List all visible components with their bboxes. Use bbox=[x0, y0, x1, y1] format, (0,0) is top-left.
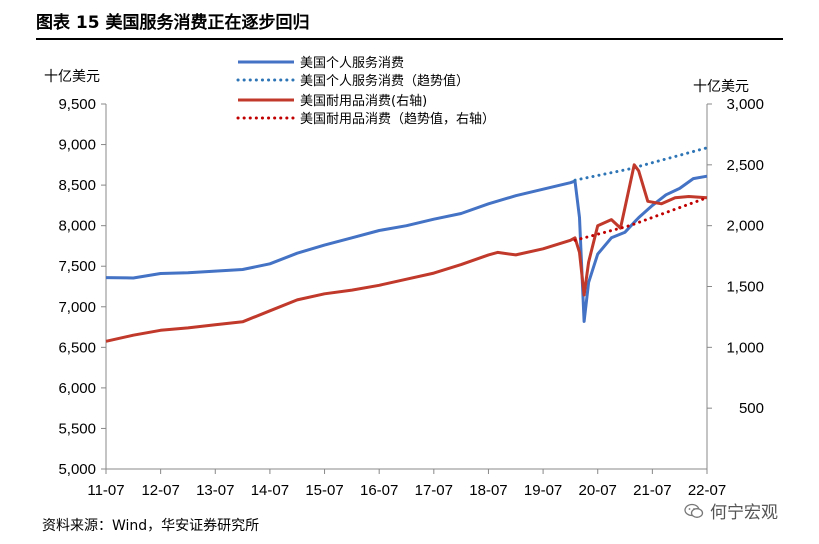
left-axis-unit: 十亿美元 bbox=[44, 69, 100, 85]
legend-label-3: 美国耐用品消费(右轴) bbox=[300, 94, 427, 109]
x-tick-label: 22-07 bbox=[688, 482, 726, 499]
right-y-tick-label: 1,000 bbox=[726, 339, 764, 356]
x-tick-label: 13-07 bbox=[196, 482, 234, 499]
watermark: 何宁宏观 bbox=[684, 498, 778, 523]
right-y-tick-label: 2,000 bbox=[726, 218, 764, 235]
watermark-text: 何宁宏观 bbox=[710, 503, 778, 523]
left-y-tick-label: 8,000 bbox=[58, 218, 96, 235]
x-tick-label: 15-07 bbox=[305, 482, 343, 499]
wechat-icon bbox=[684, 503, 704, 518]
x-tick-label: 20-07 bbox=[579, 482, 617, 499]
left-y-tick-label: 9,000 bbox=[58, 137, 96, 154]
left-y-tick-label: 6,500 bbox=[58, 339, 96, 356]
left-y-tick-label: 5,500 bbox=[58, 420, 96, 437]
legend-label-4: 美国耐用品消费（趋势值，右轴） bbox=[300, 111, 495, 127]
series-line-3 bbox=[105, 163, 708, 343]
right-axis-unit: 十亿美元 bbox=[693, 79, 749, 95]
left-y-tick-label: 7,000 bbox=[58, 299, 96, 316]
x-tick-label: 11-07 bbox=[87, 482, 124, 499]
left-y-tick-label: 5,000 bbox=[58, 461, 96, 478]
left-y-tick-label: 9,500 bbox=[58, 96, 96, 113]
x-tick-label: 16-07 bbox=[360, 482, 398, 499]
left-y-tick-label: 7,500 bbox=[58, 258, 96, 275]
source-note: 资料来源：Wind，华安证券研究所 bbox=[42, 518, 260, 534]
right-y-tick-label: 500 bbox=[739, 400, 764, 417]
right-y-tick-label: 3,000 bbox=[726, 96, 764, 113]
x-tick-label: 17-07 bbox=[415, 482, 453, 499]
x-tick-label: 18-07 bbox=[469, 482, 507, 499]
x-tick-label: 14-07 bbox=[251, 482, 289, 499]
left-y-tick-label: 8,500 bbox=[58, 177, 96, 194]
legend-label-1: 美国个人服务消费 bbox=[300, 55, 404, 71]
x-tick-label: 12-07 bbox=[141, 482, 179, 499]
right-y-tick-label: 1,500 bbox=[726, 279, 764, 296]
series-line-1 bbox=[105, 174, 708, 323]
title-rule bbox=[36, 38, 783, 40]
series-line-2 bbox=[573, 146, 709, 182]
page-title: 图表 15 美国服务消费正在逐步回归 bbox=[36, 13, 310, 33]
legend-label-2: 美国个人服务消费（趋势值） bbox=[300, 73, 469, 89]
x-tick-label: 21-07 bbox=[633, 482, 671, 499]
left-y-tick-label: 6,000 bbox=[58, 380, 96, 397]
right-y-tick-label: 2,500 bbox=[726, 157, 764, 174]
x-tick-label: 19-07 bbox=[524, 482, 562, 499]
series-line-4 bbox=[573, 196, 709, 242]
